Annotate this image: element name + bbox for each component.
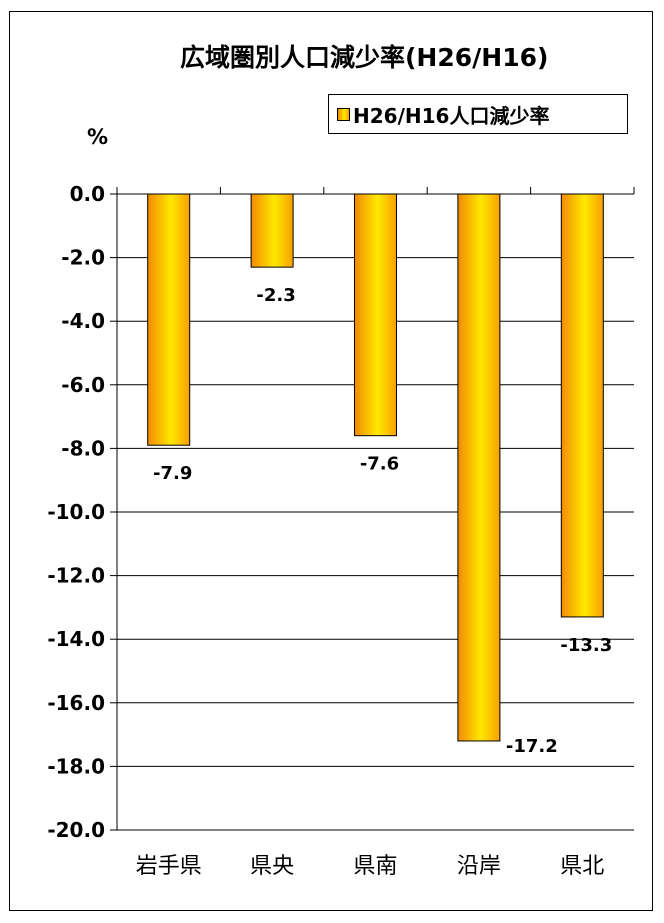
bar-4	[457, 193, 501, 742]
y-tick-label: -2.0	[61, 246, 105, 270]
y-tick-label: 0.0	[70, 182, 105, 206]
x-category-label: 沿岸	[457, 854, 501, 879]
bar-5	[560, 193, 604, 618]
data-label-1: -7.9	[153, 463, 192, 484]
y-tick-label: -12.0	[47, 564, 105, 588]
bar-2	[250, 193, 294, 268]
legend-swatch	[337, 107, 350, 121]
y-axis-unit-label: %	[87, 125, 109, 149]
data-label-5: -13.3	[560, 635, 612, 656]
y-tick-label: -14.0	[47, 627, 105, 651]
bar-3	[354, 193, 397, 437]
x-category-label: 県北	[560, 854, 604, 879]
x-category-label: 県央	[250, 854, 294, 879]
y-tick-label: -6.0	[61, 373, 105, 397]
y-tick-label: -16.0	[47, 691, 105, 715]
y-tick-label: -4.0	[61, 309, 105, 333]
legend: H26/H16人口減少率	[328, 94, 628, 134]
legend-label: H26/H16人口減少率	[353, 103, 550, 128]
x-category-label: 岩手県	[136, 854, 202, 879]
chart-frame	[9, 11, 653, 911]
x-category-label: 県南	[353, 854, 397, 879]
y-tick-label: -18.0	[47, 754, 105, 778]
y-tick-label: -20.0	[47, 818, 105, 842]
chart-title: 広域圏別人口減少率(H26/H16)	[180, 43, 549, 72]
y-tick-label: -8.0	[61, 436, 105, 460]
y-tick-label: -10.0	[47, 500, 105, 524]
data-label-2: -2.3	[256, 285, 295, 306]
data-label-3: -7.6	[360, 454, 399, 475]
bar-1	[147, 193, 191, 446]
data-label-4: -17.2	[506, 736, 558, 757]
